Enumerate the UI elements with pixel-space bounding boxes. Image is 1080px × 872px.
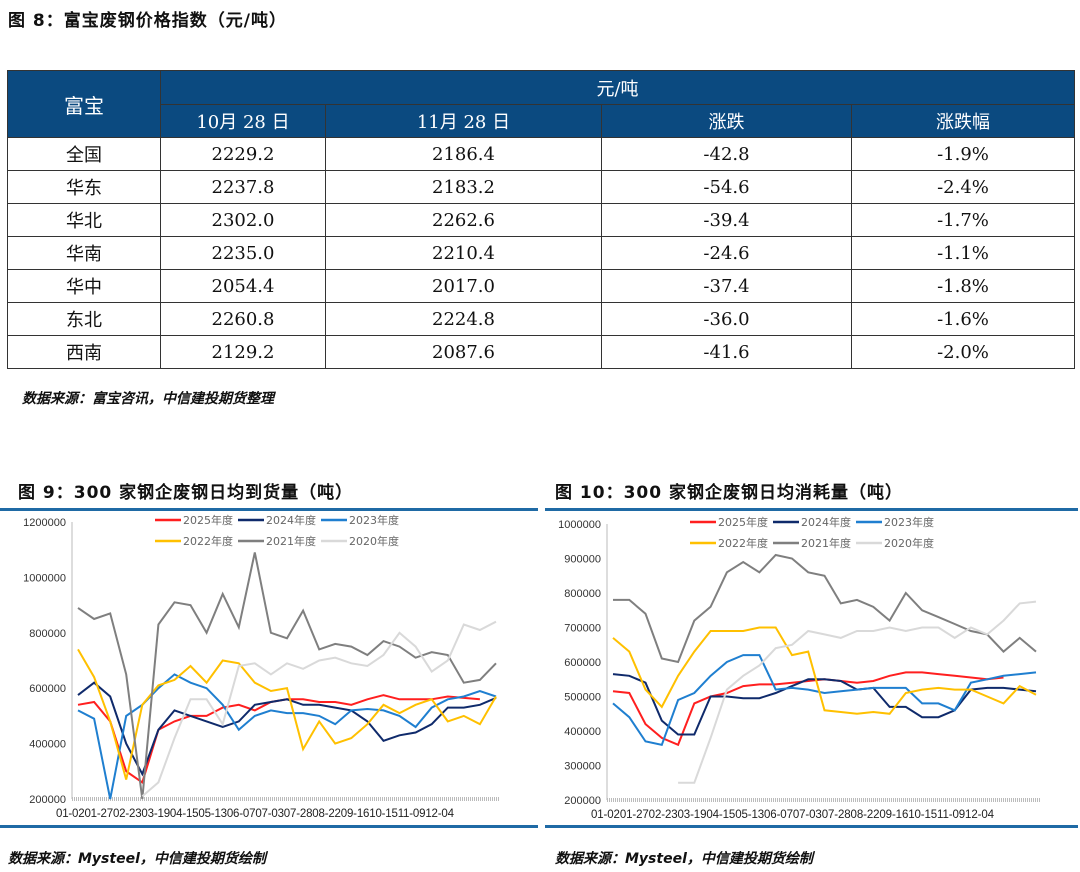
series-line-2021年度: [77, 552, 497, 800]
table-row: 西南 2129.2 2087.6 -41.6 -2.0%: [7, 335, 1075, 369]
table-cell: -2.0%: [851, 335, 1075, 369]
y-tick-label: 200000: [564, 795, 601, 807]
fig8-source: 数据来源：富宝咨讯，中信建投期货整理: [22, 391, 274, 407]
x-tick-labels: 01-0201-2702-2303-1904-1505-1306-0707-03…: [591, 809, 995, 821]
legend-label: 2021年度: [266, 534, 316, 548]
series-line-2022年度: [612, 626, 1037, 715]
legend-label: 2024年度: [801, 515, 851, 529]
y-tick-label: 600000: [29, 683, 66, 695]
legend-label: 2021年度: [801, 536, 851, 550]
fig10-source: 数据来源：Mysteel，中信建投期货绘制: [555, 851, 813, 867]
legend-label: 2024年度: [266, 513, 316, 527]
header-col: 涨跌幅: [851, 104, 1075, 138]
legend-label: 2022年度: [183, 534, 233, 548]
y-tick-label: 1000000: [558, 519, 601, 531]
y-tick-label: 900000: [564, 554, 601, 566]
table-cell: 2087.6: [325, 335, 602, 369]
divider: [545, 825, 1078, 828]
legend-label: 2025年度: [718, 515, 768, 529]
table-cell: 2262.6: [325, 203, 602, 237]
table-cell: -1.6%: [851, 302, 1075, 336]
table-row: 华北 2302.0 2262.6 -39.4 -1.7%: [7, 203, 1075, 237]
divider: [0, 825, 538, 828]
legend-label: 2022年度: [718, 536, 768, 550]
header-col: 10月 28 日: [160, 104, 326, 138]
legend-label: 2020年度: [884, 536, 934, 550]
y-tick-label: 1000000: [23, 572, 66, 584]
table-cell: 2129.2: [160, 335, 326, 369]
divider: [545, 508, 1078, 511]
table-cell: -54.6: [601, 170, 852, 204]
series-line-2020年度: [141, 620, 497, 797]
table-cell: -24.6: [601, 236, 852, 270]
table-cell: 2237.8: [160, 170, 326, 204]
table-cell: 2235.0: [160, 236, 326, 270]
table-row: 华南 2235.0 2210.4 -24.6 -1.1%: [7, 236, 1075, 270]
series-line-2024年度: [77, 681, 497, 777]
region-cell: 华北: [7, 203, 161, 237]
y-tick-label: 500000: [564, 692, 601, 704]
table-row: 华东 2237.8 2183.2 -54.6 -2.4%: [7, 170, 1075, 204]
x-tick-labels: 01-0201-2702-2303-1904-1505-1306-0707-03…: [56, 808, 455, 820]
y-tick-label: 800000: [564, 588, 601, 600]
legend-label: 2020年度: [349, 534, 399, 548]
table-cell: 2229.2: [160, 137, 326, 171]
table-cell: -42.8: [601, 137, 852, 171]
series-line-2023年度: [612, 654, 1037, 746]
y-tick-label: 200000: [29, 794, 66, 806]
price-index-table: 富宝 元/吨 10月 28 日 11月 28 日 涨跌 涨跌幅 全国 2229.2…: [7, 70, 1075, 369]
y-tick-label: 800000: [29, 628, 66, 640]
fig8-title: 图 8：富宝废钢价格指数（元/吨）: [8, 11, 287, 31]
y-tick-label: 300000: [564, 761, 601, 773]
series-line-2021年度: [613, 553, 1037, 664]
series-line-2025年度: [612, 671, 1004, 747]
legend-label: 2023年度: [349, 513, 399, 527]
fig9-title: 图 9：300 家钢企废钢日均到货量（吨）: [18, 483, 354, 503]
divider: [0, 508, 538, 511]
table-cell: -41.6: [601, 335, 852, 369]
series-line-2020年度: [678, 600, 1037, 784]
header-col: 11月 28 日: [325, 104, 602, 138]
table-cell: -39.4: [601, 203, 852, 237]
table-cell: 2054.4: [160, 269, 326, 303]
y-tick-label: 600000: [564, 657, 601, 669]
table-cell: -1.1%: [851, 236, 1075, 270]
y-tick-label: 700000: [564, 623, 601, 635]
table-cell: -1.8%: [851, 269, 1075, 303]
table-cell: 2186.4: [325, 137, 602, 171]
region-cell: 西南: [7, 335, 161, 369]
table-row: 全国 2229.2 2186.4 -42.8 -1.9%: [7, 137, 1075, 171]
fig9-source: 数据来源：Mysteel，中信建投期货绘制: [8, 851, 266, 867]
table-cell: 2210.4: [325, 236, 602, 270]
table-row: 东北 2260.8 2224.8 -36.0 -1.6%: [7, 302, 1075, 336]
table-cell: 2183.2: [325, 170, 602, 204]
y-tick-label: 400000: [29, 739, 66, 751]
region-cell: 东北: [7, 302, 161, 336]
legend-label: 2023年度: [884, 515, 934, 529]
fig10-title: 图 10：300 家钢企废钢日均消耗量（吨）: [555, 483, 903, 503]
y-tick-label: 1200000: [23, 517, 66, 529]
series-line-2024年度: [612, 673, 1037, 736]
legend-label: 2025年度: [183, 513, 233, 527]
header-unit: 元/吨: [160, 70, 1075, 105]
header-col: 涨跌: [601, 104, 852, 138]
region-cell: 全国: [7, 137, 161, 171]
y-tick-label: 400000: [564, 726, 601, 738]
series-line-2022年度: [77, 648, 497, 780]
